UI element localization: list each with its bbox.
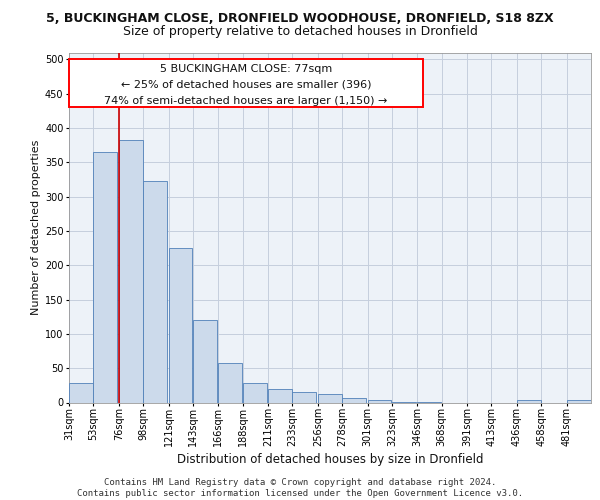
Bar	[566, 400, 590, 402]
Bar	[368, 400, 391, 402]
Bar	[119, 140, 143, 402]
Bar	[292, 392, 316, 402]
Bar	[193, 320, 217, 402]
Bar	[218, 362, 242, 403]
Text: ← 25% of detached houses are smaller (396): ← 25% of detached houses are smaller (39…	[121, 80, 371, 90]
FancyBboxPatch shape	[69, 58, 423, 106]
Text: 5, BUCKINGHAM CLOSE, DRONFIELD WOODHOUSE, DRONFIELD, S18 8ZX: 5, BUCKINGHAM CLOSE, DRONFIELD WOODHOUSE…	[46, 12, 554, 26]
Text: Contains HM Land Registry data © Crown copyright and database right 2024.
Contai: Contains HM Land Registry data © Crown c…	[77, 478, 523, 498]
Text: 5 BUCKINGHAM CLOSE: 77sqm: 5 BUCKINGHAM CLOSE: 77sqm	[160, 64, 332, 74]
Text: 74% of semi-detached houses are larger (1,150) →: 74% of semi-detached houses are larger (…	[104, 96, 388, 106]
Text: Size of property relative to detached houses in Dronfield: Size of property relative to detached ho…	[122, 25, 478, 38]
Bar	[242, 382, 266, 402]
Bar	[94, 152, 117, 403]
Bar	[318, 394, 342, 402]
Bar	[342, 398, 366, 402]
Bar	[517, 400, 541, 402]
Bar	[143, 181, 167, 402]
Y-axis label: Number of detached properties: Number of detached properties	[31, 140, 41, 315]
Bar	[268, 389, 292, 402]
Bar	[69, 384, 93, 402]
X-axis label: Distribution of detached houses by size in Dronfield: Distribution of detached houses by size …	[177, 453, 483, 466]
Bar	[169, 248, 193, 402]
